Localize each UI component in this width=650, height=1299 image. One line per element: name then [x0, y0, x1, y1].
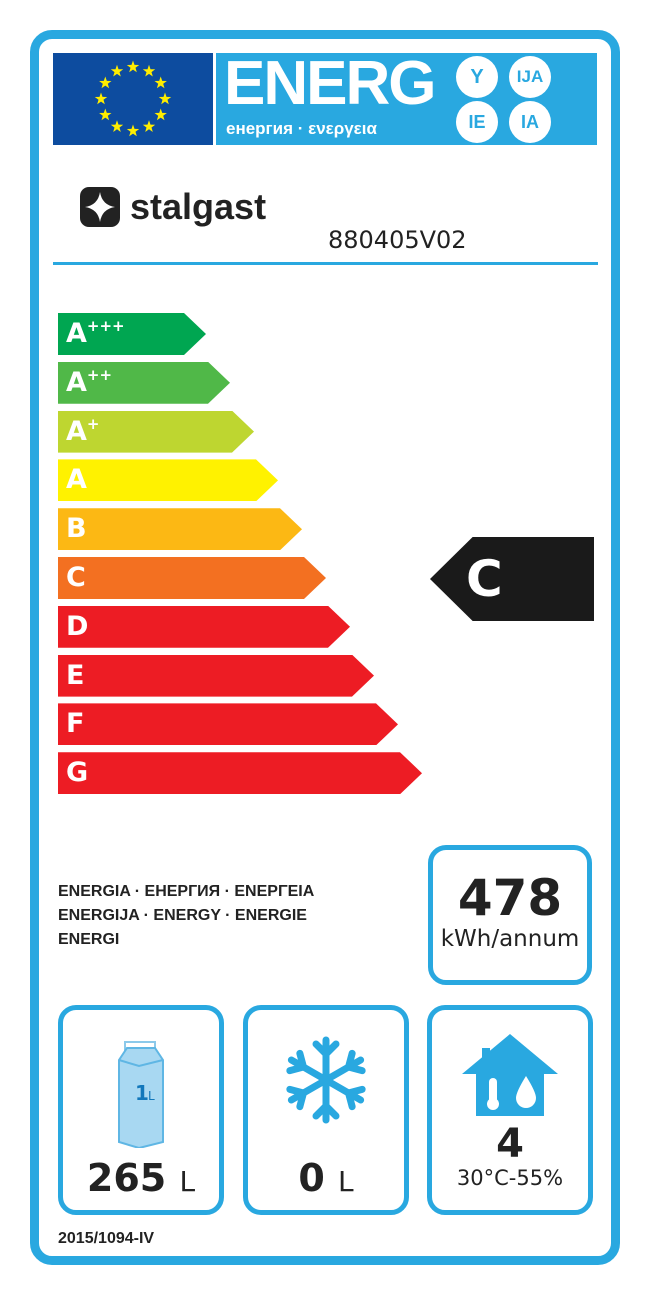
- class-bar-d: D: [58, 605, 350, 648]
- chilled-volume-unit: L: [179, 1165, 196, 1198]
- class-bar-g: G: [58, 752, 422, 795]
- snowflake-arm: [286, 1049, 330, 1084]
- suffix-badge: Y: [456, 56, 498, 98]
- milk-carton-icon: 1 L: [118, 1041, 164, 1150]
- star-icon: [99, 108, 112, 121]
- star-icon: [126, 60, 140, 73]
- lang-line: ENERGI: [58, 931, 120, 948]
- divider: [53, 262, 598, 265]
- model-number: 880405V02: [328, 226, 467, 254]
- star-icon: [126, 124, 140, 137]
- class-bar-e: E: [58, 654, 374, 697]
- class-letter: A: [66, 366, 87, 398]
- snowflake-arm: [286, 1076, 330, 1111]
- star-icon: [142, 64, 156, 77]
- lang-line: ENERGIJA · ENERGY · ENERGIE: [58, 907, 307, 924]
- energy-consumption-box: 478 kWh/annum: [428, 845, 592, 985]
- energy-subtitle: енергия · ενεργεια: [226, 119, 377, 138]
- class-letter: D: [66, 610, 89, 642]
- star-icon: [110, 64, 124, 77]
- brand-logo: stalgast: [80, 186, 266, 228]
- climate-conditions: 30°C-55%: [456, 1166, 564, 1190]
- suffix-badge: IA: [509, 101, 551, 143]
- suffix-badge: IJA: [509, 56, 551, 98]
- house-climate-icon: [462, 1034, 558, 1116]
- snowflake-icon: [286, 1036, 366, 1124]
- suffix-badge: IE: [456, 101, 498, 143]
- class-letter: F: [66, 708, 85, 740]
- energy-value: 478: [457, 869, 563, 927]
- frozen-volume-unit: L: [338, 1165, 354, 1198]
- class-superscript: +: [86, 414, 100, 433]
- star-icon: [99, 76, 112, 89]
- frozen-volume: 0 L: [248, 1156, 404, 1200]
- snowflake-arm: [322, 1049, 366, 1084]
- svg-text:L: L: [148, 1089, 155, 1103]
- eu-flag: [53, 53, 213, 145]
- frozen-volume-value: 0: [298, 1156, 325, 1200]
- star-icon: [154, 108, 167, 121]
- snowflake-arm: [312, 1076, 340, 1124]
- eu-stars-icon: [94, 60, 172, 137]
- label-frame: [30, 30, 620, 1265]
- snowflake-arm: [312, 1036, 340, 1084]
- energy-header: ENERG енергия · ενεργεια Y IJA IE IA: [216, 53, 597, 145]
- star-icon: [158, 92, 172, 105]
- energy-title: ENERG: [224, 49, 436, 118]
- star-icon: [142, 120, 156, 132]
- class-letter: A: [66, 318, 87, 349]
- snowflake-arm: [322, 1076, 366, 1111]
- climate-class: 4: [496, 1121, 524, 1167]
- lang-line: ENERGIA · ЕНЕРГИЯ · ΕΝΕΡΓΕΙΑ: [58, 883, 315, 900]
- class-bar-app: A++: [58, 361, 230, 404]
- current-class: C: [466, 550, 503, 608]
- chilled-volume-box: 1 L 265 L: [58, 1005, 224, 1215]
- climate-class-box: 4 30°C-55%: [427, 1005, 593, 1215]
- class-letter: B: [66, 513, 87, 545]
- class-letter: A: [66, 464, 87, 496]
- stalgast-logo-icon: [80, 187, 120, 227]
- class-superscript: ++: [86, 365, 113, 384]
- class-bar-a: A: [58, 459, 278, 502]
- energy-languages: ENERGIA · ЕНЕРГИЯ · ΕΝΕΡΓΕΙΑ ENERGIJA · …: [58, 880, 314, 952]
- regulation-reference: 2015/1094-IV: [58, 1230, 155, 1247]
- class-letter: G: [66, 757, 89, 789]
- star-icon: [110, 120, 124, 132]
- class-letter: E: [66, 659, 85, 691]
- chilled-volume: 265 L: [63, 1156, 219, 1200]
- class-bar-c: C: [58, 557, 326, 599]
- frozen-volume-box: 0 L: [243, 1005, 409, 1215]
- chilled-volume-value: 265: [86, 1156, 167, 1200]
- star-icon: [94, 92, 108, 105]
- class-bar-b: B: [58, 508, 302, 551]
- class-letter: A: [66, 415, 87, 447]
- energy-unit: kWh/annum: [440, 926, 580, 952]
- svg-text:1: 1: [135, 1081, 149, 1105]
- class-bar-ap: A+: [58, 410, 254, 453]
- class-bar-appp: A+++: [58, 313, 206, 355]
- class-bar-f: F: [58, 703, 398, 746]
- star-icon: [154, 76, 167, 89]
- brand-name: stalgast: [130, 186, 267, 227]
- class-superscript: +++: [86, 317, 125, 335]
- class-letter: C: [66, 562, 86, 593]
